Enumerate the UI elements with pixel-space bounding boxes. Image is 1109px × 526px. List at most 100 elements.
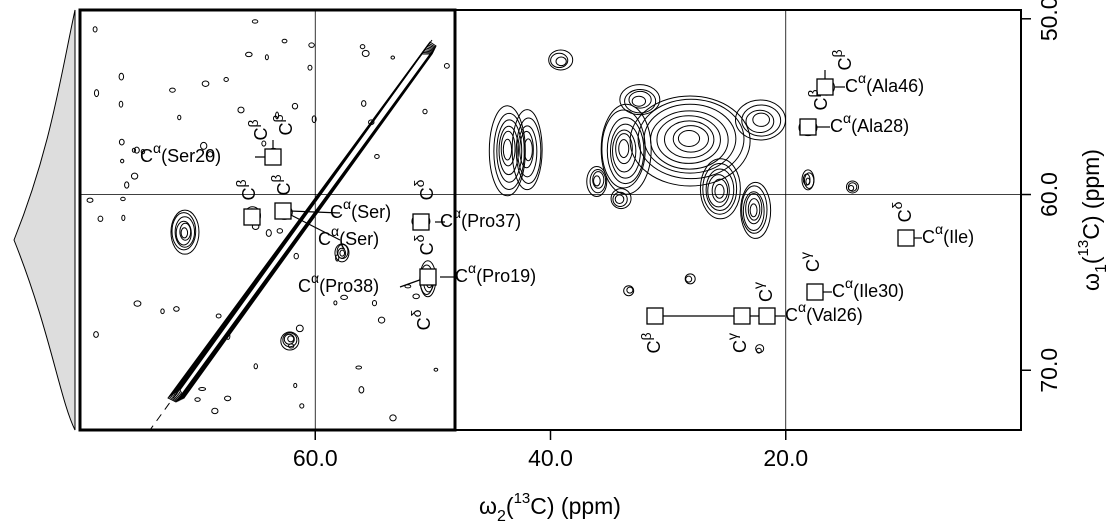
annotation-rest: (Ser) [339,229,379,249]
annotation-sup: β [268,174,284,182]
noise-contour [377,316,386,324]
contour [175,220,192,246]
annotation: Cα(Pro19) [455,260,536,286]
noise-contour [200,141,208,150]
annotation: Cα(Ser20) [140,140,221,166]
annotation-base: C [922,227,935,247]
contour [672,125,710,153]
annotation-base: C [276,123,296,136]
annotation-sup: α [331,223,339,239]
annotation-rest: (Val26) [806,305,863,325]
y-tick-label: 50.0 [1036,0,1062,41]
noise-contour [211,407,219,415]
y-axis-label: ω1(13C) (ppm) [1075,149,1109,291]
contour [180,227,189,239]
annotation-sup: α [343,196,351,212]
box [419,268,437,286]
annotation: Cα(Ile) [922,221,974,247]
label-part: ( [1078,256,1104,264]
noise-contour [253,363,258,370]
contour [803,172,815,189]
annotation-sup: δ [889,201,905,209]
box [897,229,915,247]
annotation-rest: (Ser) [351,202,391,222]
contour [656,115,721,164]
contour [287,335,295,343]
box [274,202,292,220]
annotation: Cγ [724,333,750,353]
contour [614,194,625,204]
annotation: Cα(Ser) [330,196,391,222]
noise-contour [265,229,272,237]
noise-contour [92,26,98,33]
annotation-sup: β [638,332,654,340]
annotation-base: C [455,266,468,286]
annotation-sup: δ [408,309,424,317]
contour [631,95,647,107]
label-part: 2 [497,508,506,525]
noise-contour [130,172,139,180]
box [412,213,430,231]
noise-contour [140,148,146,155]
noise-contour [371,299,378,307]
noise-contour [86,197,94,203]
box [806,283,824,301]
box [758,307,776,325]
noise-contour [422,108,428,115]
annotation-base: C [811,98,831,111]
contour [593,175,601,187]
noise-contour [264,54,269,61]
annotation-base: C [785,305,798,325]
contour [500,130,516,167]
noise-contour [177,114,182,121]
noise-contour [215,313,222,319]
contour [586,165,608,197]
projection [13,9,76,431]
box [816,78,834,96]
annotation: Cα(Ser) [318,223,379,249]
contour [615,133,633,165]
noise-contour [443,62,450,69]
contour [612,129,637,173]
noise-contour [118,100,124,108]
contour [517,125,538,178]
annotation: Cγ [797,252,823,272]
noise-contour [124,181,130,189]
label-part: 13 [1075,240,1092,257]
annotation-base: C [644,341,664,354]
contour [711,178,729,203]
annotation-sup: β [245,119,261,127]
contour [714,183,725,199]
annotation-sup: δ [411,179,427,187]
contour [685,275,693,283]
annotation: Cβ [268,174,294,195]
noise-contour [308,42,315,48]
annotation-base: C [417,242,437,255]
annotation-sup: γ [797,252,813,259]
annotation: Cβ [233,179,259,200]
noise-contour [93,89,100,98]
annotation-rest: (Ser20) [161,146,221,166]
contour [589,168,607,194]
annotation-sup: γ [724,333,740,340]
noise-contour [293,252,299,260]
annotation-rest: (Pro38) [319,276,379,296]
contour [805,177,811,186]
contour [610,188,632,210]
assignment-boxes [243,70,922,325]
annotation: Cα(Pro37) [440,205,521,231]
contour [523,138,533,162]
contour [637,98,745,180]
noise-contour [288,343,295,349]
noise-contour [97,215,104,222]
annotation-base: C [832,281,845,301]
annotation-base: C [440,211,453,231]
noise-contour [358,386,365,394]
noise-contour [361,49,370,58]
contour [684,273,696,285]
annotation-sup: β [233,179,249,187]
annotation: Cα(Pro38) [298,270,379,296]
annotation: Cα(Val26) [785,299,863,325]
